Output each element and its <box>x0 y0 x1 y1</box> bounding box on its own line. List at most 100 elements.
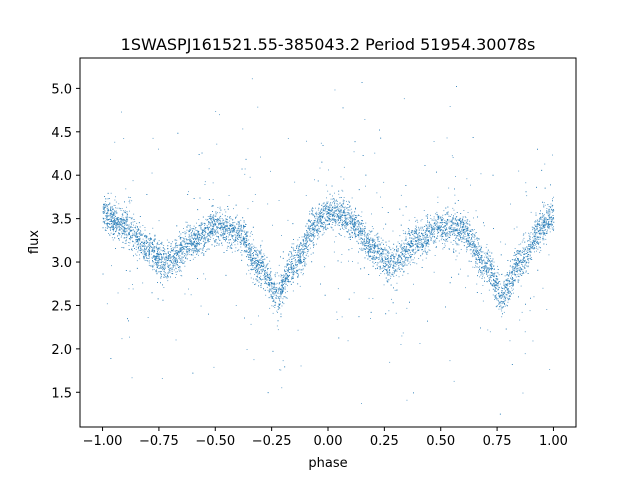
data-point <box>180 238 182 240</box>
data-point <box>267 268 268 269</box>
data-point <box>193 250 195 252</box>
data-point <box>173 260 175 262</box>
data-point <box>405 238 407 240</box>
data-point <box>183 256 184 258</box>
data-point <box>439 230 441 232</box>
data-point <box>344 236 346 238</box>
data-point <box>420 240 422 242</box>
data-point <box>311 213 312 215</box>
data-point <box>186 229 188 231</box>
data-point <box>364 232 366 234</box>
data-point <box>361 211 363 213</box>
data-point <box>430 231 432 233</box>
data-point <box>160 266 162 268</box>
data-point <box>444 222 446 223</box>
data-point <box>538 232 540 234</box>
data-point <box>537 241 539 243</box>
data-point <box>313 223 315 225</box>
data-point <box>469 249 471 251</box>
data-point <box>390 258 392 259</box>
data-point <box>215 221 217 223</box>
data-point <box>549 228 551 230</box>
data-point <box>225 219 227 220</box>
data-point <box>118 223 120 225</box>
data-point <box>190 254 192 256</box>
data-point <box>297 244 299 246</box>
data-point <box>251 231 252 233</box>
data-point <box>106 215 108 217</box>
data-point <box>447 233 448 235</box>
data-point <box>300 269 302 271</box>
data-point <box>455 241 456 243</box>
data-point <box>131 200 133 202</box>
data-point <box>480 293 482 294</box>
data-point <box>292 275 294 277</box>
data-point <box>350 213 352 215</box>
data-point <box>344 209 346 210</box>
data-point <box>462 237 463 239</box>
data-point <box>338 218 339 220</box>
data-point <box>490 258 492 259</box>
data-point <box>525 232 527 234</box>
data-point <box>207 228 209 230</box>
data-point <box>312 244 314 246</box>
data-point <box>522 239 524 241</box>
data-point <box>342 206 344 208</box>
data-point <box>255 250 257 251</box>
data-point <box>158 240 160 242</box>
data-point <box>305 235 307 236</box>
data-point <box>118 217 120 219</box>
data-point <box>216 221 218 223</box>
data-point <box>158 256 160 258</box>
data-point <box>501 274 502 275</box>
data-point <box>228 229 230 231</box>
data-point <box>304 238 306 240</box>
data-point <box>104 218 106 219</box>
data-point <box>393 258 394 259</box>
data-point <box>352 261 353 262</box>
data-point <box>464 222 466 224</box>
data-point <box>378 251 380 253</box>
data-point <box>237 232 239 233</box>
data-point <box>139 230 141 232</box>
data-point <box>258 273 260 275</box>
data-point <box>520 271 521 272</box>
data-point <box>446 235 448 237</box>
data-point <box>381 242 383 244</box>
data-point <box>542 239 544 241</box>
data-point <box>307 255 309 257</box>
data-point <box>543 233 544 235</box>
data-point <box>126 239 127 241</box>
data-point <box>383 250 385 251</box>
data-point <box>523 248 524 250</box>
data-point <box>452 222 454 224</box>
data-point <box>130 227 131 228</box>
data-point <box>427 243 429 244</box>
data-point <box>453 209 455 211</box>
data-point <box>546 224 548 226</box>
data-point <box>400 252 401 253</box>
data-point <box>483 272 485 274</box>
data-point <box>408 249 410 250</box>
data-point <box>392 273 394 275</box>
data-point <box>141 241 143 243</box>
data-point <box>404 246 406 248</box>
data-point <box>149 248 151 249</box>
data-point <box>520 260 522 261</box>
data-point <box>433 216 435 218</box>
data-point <box>334 220 336 222</box>
data-point <box>447 219 449 221</box>
data-point <box>517 250 519 252</box>
data-point <box>504 284 506 286</box>
data-point <box>218 220 220 221</box>
data-point <box>377 238 379 239</box>
data-point <box>240 234 242 236</box>
data-point <box>383 181 385 183</box>
data-point <box>200 305 202 307</box>
data-point <box>185 241 187 243</box>
data-point <box>115 220 117 221</box>
data-point <box>523 251 525 252</box>
data-point <box>316 214 317 216</box>
data-point <box>243 240 245 242</box>
data-point <box>191 243 193 245</box>
